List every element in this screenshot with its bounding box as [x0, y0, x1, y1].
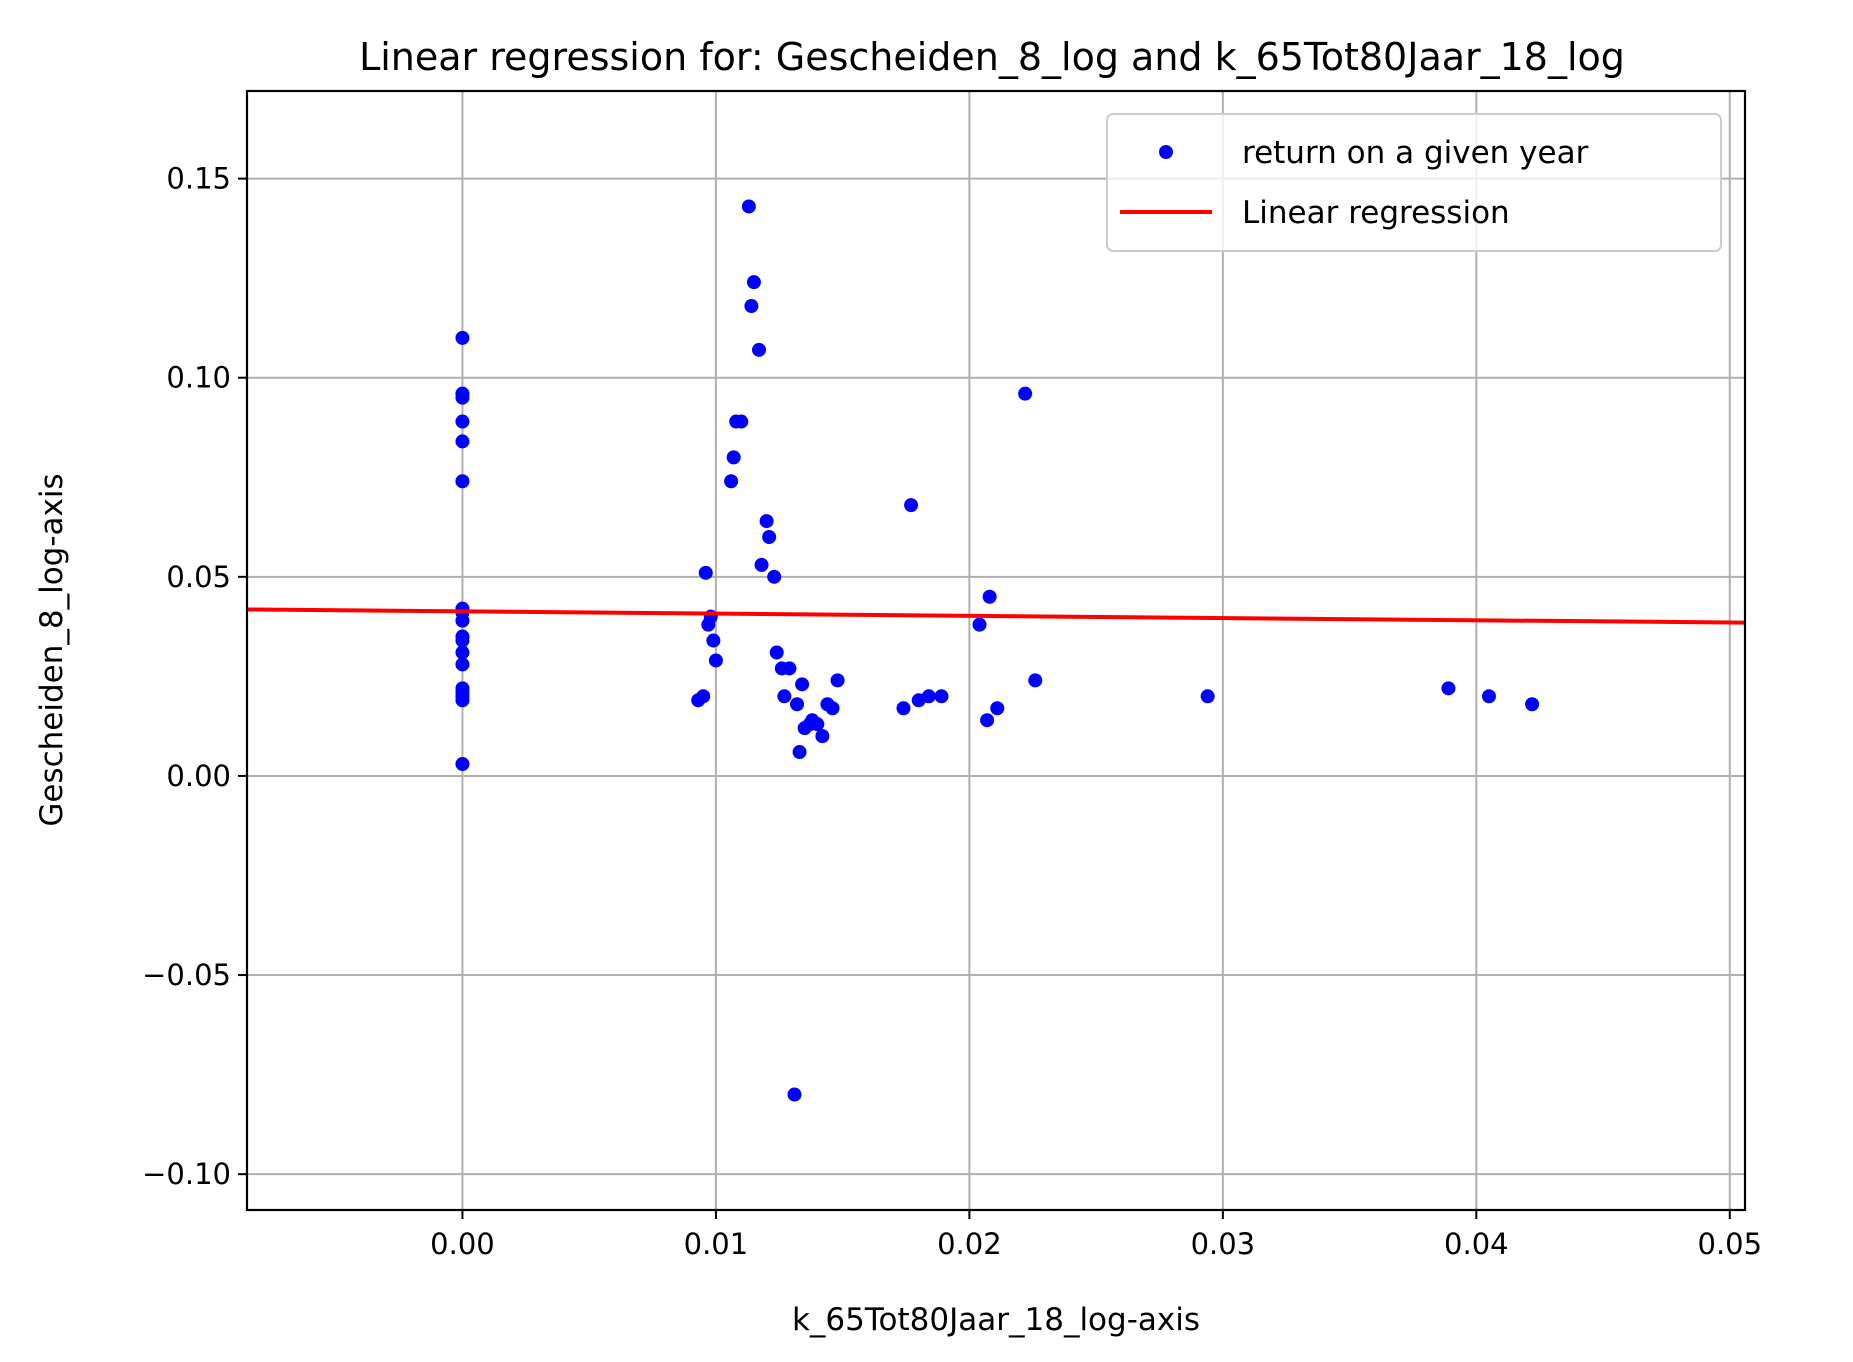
data-point [904, 498, 919, 513]
data-point [741, 199, 756, 214]
data-point [1018, 386, 1033, 401]
data-point [726, 450, 741, 465]
data-point [455, 474, 470, 489]
data-point [787, 1087, 802, 1102]
data-point [455, 414, 470, 429]
data-point [896, 701, 911, 716]
y-tick-label: −0.10 [142, 1157, 231, 1191]
data-point [762, 530, 777, 545]
grid-lines [247, 91, 1745, 1210]
x-tick-label: 0.02 [937, 1227, 1002, 1261]
data-point [790, 697, 805, 712]
data-point [1028, 673, 1043, 688]
data-point [706, 633, 721, 648]
data-point [455, 693, 470, 708]
data-point [990, 701, 1005, 716]
legend: return on a given year Linear regression [1106, 113, 1722, 252]
data-point [1441, 681, 1456, 696]
data-point [455, 613, 470, 628]
data-point [752, 342, 767, 357]
y-tick-label: 0.15 [166, 162, 231, 196]
data-point [754, 557, 769, 572]
y-tick-label: −0.05 [142, 958, 231, 992]
data-point [455, 330, 470, 345]
data-point [980, 713, 995, 728]
y-tick-label: 0.10 [166, 361, 231, 395]
y-tick-label: 0.05 [166, 560, 231, 594]
data-point [455, 756, 470, 771]
data-point [982, 589, 997, 604]
data-point [1525, 697, 1540, 712]
data-point [455, 434, 470, 449]
x-tick-label: 0.05 [1698, 1227, 1763, 1261]
data-point [825, 701, 840, 716]
data-point [744, 299, 759, 314]
data-point [782, 661, 797, 676]
legend-box [1106, 113, 1722, 252]
legend-label-scatter: return on a given year [1242, 135, 1589, 171]
data-point [696, 689, 711, 704]
data-point [815, 729, 830, 744]
scatter-series [455, 199, 1540, 1102]
data-point [795, 677, 810, 692]
data-point [934, 689, 949, 704]
x-axis-label: k_65Tot80Jaar_18_log-axis [792, 1302, 1200, 1338]
data-point [1481, 689, 1496, 704]
regression-series [246, 607, 1746, 625]
data-point [767, 569, 782, 584]
data-point [792, 745, 807, 760]
data-point [455, 390, 470, 405]
data-point [769, 645, 784, 660]
data-point [1200, 689, 1215, 704]
chart-title: Linear regression for: Gescheiden_8_log … [359, 35, 1625, 79]
legend-label-line: Linear regression [1242, 195, 1510, 231]
x-tick-label: 0.00 [430, 1227, 495, 1261]
data-point [455, 645, 470, 660]
data-point [455, 633, 470, 648]
data-point [810, 717, 825, 732]
data-point [830, 673, 845, 688]
data-point [746, 275, 761, 290]
x-tick-label: 0.01 [684, 1227, 749, 1261]
data-point [777, 689, 792, 704]
data-point [724, 474, 739, 489]
data-point [972, 617, 987, 632]
data-point [759, 514, 774, 529]
legend-marker-scatter [1159, 145, 1173, 159]
x-tick-label: 0.03 [1191, 1227, 1256, 1261]
data-point [734, 414, 749, 429]
y-axis-ticks: −0.10 −0.05 0.00 0.05 0.10 0.15 [142, 162, 247, 1191]
data-point [698, 565, 713, 580]
y-axis-label: Gescheiden_8_log-axis [34, 473, 70, 826]
data-point [455, 657, 470, 672]
x-tick-label: 0.04 [1444, 1227, 1509, 1261]
data-point [708, 653, 723, 668]
regression-line [246, 607, 1746, 625]
y-tick-label: 0.00 [166, 759, 231, 793]
x-axis-ticks: 0.00 0.01 0.02 0.03 0.04 0.05 [430, 1210, 1762, 1261]
data-point [921, 689, 936, 704]
plot-frame [245, 89, 1747, 1212]
